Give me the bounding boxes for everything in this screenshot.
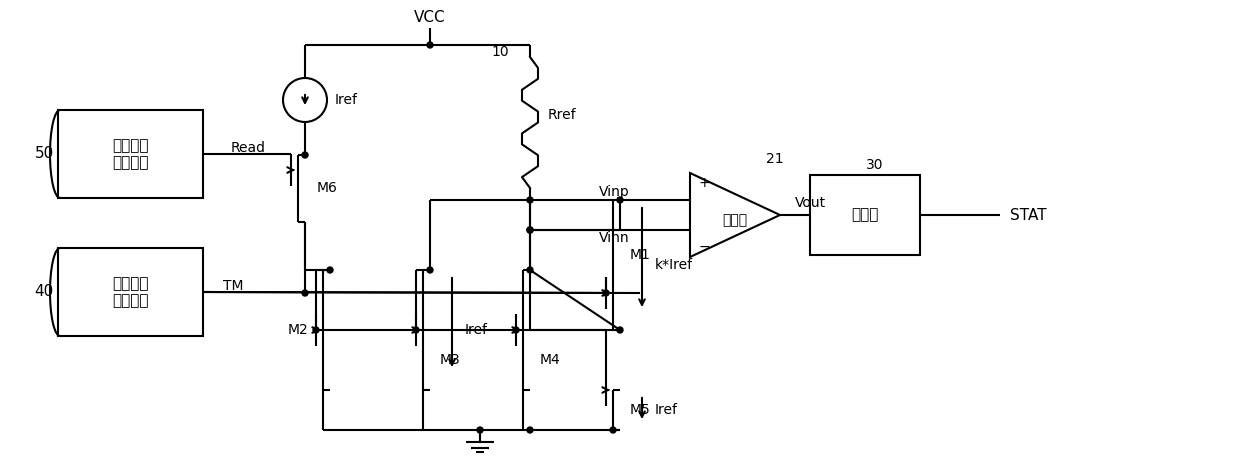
Text: M4: M4 — [539, 353, 560, 367]
Circle shape — [303, 152, 308, 158]
Text: 30: 30 — [867, 158, 884, 172]
Text: 10: 10 — [491, 45, 508, 59]
Text: STAT: STAT — [1011, 208, 1047, 222]
Bar — [810, 175, 920, 255]
Text: 40: 40 — [35, 285, 53, 300]
Text: Read: Read — [231, 141, 267, 155]
Text: M2: M2 — [288, 323, 308, 337]
Circle shape — [618, 327, 622, 333]
Text: Rref: Rref — [548, 108, 577, 122]
Text: Vout: Vout — [795, 196, 826, 210]
Text: 21: 21 — [766, 152, 784, 166]
Text: +: + — [698, 176, 709, 190]
Text: M5: M5 — [630, 403, 651, 417]
Circle shape — [312, 327, 319, 333]
Text: 锁存器: 锁存器 — [852, 208, 879, 222]
Circle shape — [413, 327, 419, 333]
Text: 基准电流
控制电路: 基准电流 控制电路 — [113, 138, 149, 170]
Text: VCC: VCC — [414, 10, 446, 25]
Circle shape — [527, 267, 533, 273]
Circle shape — [618, 197, 622, 203]
Bar — [58, 110, 203, 198]
Text: −: − — [698, 240, 709, 254]
Circle shape — [527, 427, 533, 433]
Text: M3: M3 — [440, 353, 461, 367]
Text: M6: M6 — [317, 182, 337, 195]
Text: k*Iref: k*Iref — [655, 258, 693, 272]
Text: M1: M1 — [630, 248, 651, 262]
Text: Vinn: Vinn — [599, 231, 630, 245]
Circle shape — [610, 427, 616, 433]
Text: Vinp: Vinp — [599, 185, 630, 199]
Text: Iref: Iref — [335, 93, 358, 107]
Circle shape — [513, 327, 520, 333]
Text: 50: 50 — [35, 146, 53, 161]
Circle shape — [477, 427, 484, 433]
Circle shape — [527, 227, 533, 233]
Circle shape — [527, 197, 533, 203]
Circle shape — [427, 267, 433, 273]
Bar — [58, 248, 203, 336]
Circle shape — [427, 42, 433, 48]
Circle shape — [303, 290, 308, 296]
Text: 比较器: 比较器 — [723, 213, 748, 227]
Text: 测试模式
控制电路: 测试模式 控制电路 — [113, 276, 149, 308]
Text: Iref: Iref — [655, 403, 678, 417]
Text: Iref: Iref — [465, 323, 489, 337]
Circle shape — [327, 267, 334, 273]
Circle shape — [527, 227, 533, 233]
Text: TM: TM — [223, 279, 243, 293]
Circle shape — [603, 290, 609, 296]
